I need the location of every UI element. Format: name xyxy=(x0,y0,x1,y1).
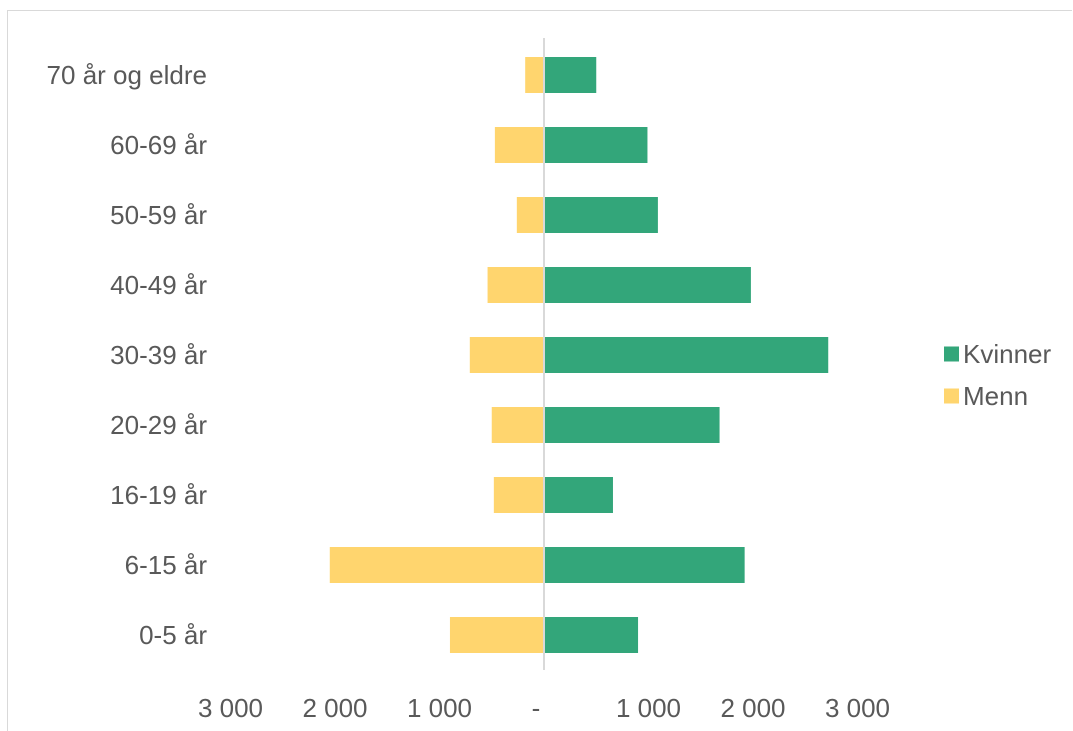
legend-label-kvinner: Kvinner xyxy=(963,339,1051,369)
x-tick-labels: 3 000 2 000 1 000 - 1 000 2 000 3 000 xyxy=(198,693,890,723)
x-tick-label: 3 000 xyxy=(825,693,890,723)
x-tick-label: 1 000 xyxy=(616,693,681,723)
bar-kvinner-50-59-r xyxy=(544,197,658,233)
legend-swatch-menn xyxy=(944,388,959,404)
category-labels: 0-5 år 6-15 år 16-19 år 20-29 år 30-39 år 40-… xyxy=(47,60,208,650)
category-label: 20-29 år xyxy=(110,410,207,440)
category-label: 70 år og eldre xyxy=(47,60,207,90)
category-label: 16-19 år xyxy=(110,480,207,510)
bar-menn-60-69-r xyxy=(494,127,544,163)
legend-label-menn: Menn xyxy=(963,381,1028,411)
bar-kvinner-16-19-r xyxy=(544,477,613,513)
bar-menn-50-59-r xyxy=(516,197,544,233)
bar-kvinner-60-69-r xyxy=(544,127,648,163)
x-tick-label: 2 000 xyxy=(302,693,367,723)
category-label: 40-49 år xyxy=(110,270,207,300)
legend: Kvinner Menn xyxy=(944,339,1051,411)
bar-kvinner-20-29-r xyxy=(544,407,720,443)
category-label: 30-39 år xyxy=(110,340,207,370)
bar-menn-0-5-r xyxy=(449,617,544,653)
x-tick-label: 1 000 xyxy=(407,693,472,723)
category-label: 60-69 år xyxy=(110,130,207,160)
bar-menn-70-r-og-eldre xyxy=(525,57,544,93)
x-tick-label: 3 000 xyxy=(198,693,263,723)
bar-kvinner-70-r-og-eldre xyxy=(544,57,597,93)
bar-kvinner-30-39-r xyxy=(544,337,829,373)
bar-kvinner-40-49-r xyxy=(544,267,751,303)
bar-menn-16-19-r xyxy=(493,477,544,513)
chart-frame xyxy=(7,10,1072,731)
bar-menn-30-39-r xyxy=(469,337,544,373)
legend-swatch-kvinner xyxy=(944,346,959,362)
category-label: 0-5 år xyxy=(139,620,207,650)
category-label: 50-59 år xyxy=(110,200,207,230)
bar-menn-20-29-r xyxy=(491,407,544,443)
bar-kvinner-6-15-r xyxy=(544,547,745,583)
bar-menn-40-49-r xyxy=(487,267,544,303)
bar-kvinner-0-5-r xyxy=(544,617,639,653)
x-tick-label: 2 000 xyxy=(720,693,785,723)
x-tick-label: - xyxy=(532,693,541,723)
bars-layer xyxy=(329,57,829,653)
bar-menn-6-15-r xyxy=(329,547,544,583)
category-label: 6-15 år xyxy=(125,550,208,580)
